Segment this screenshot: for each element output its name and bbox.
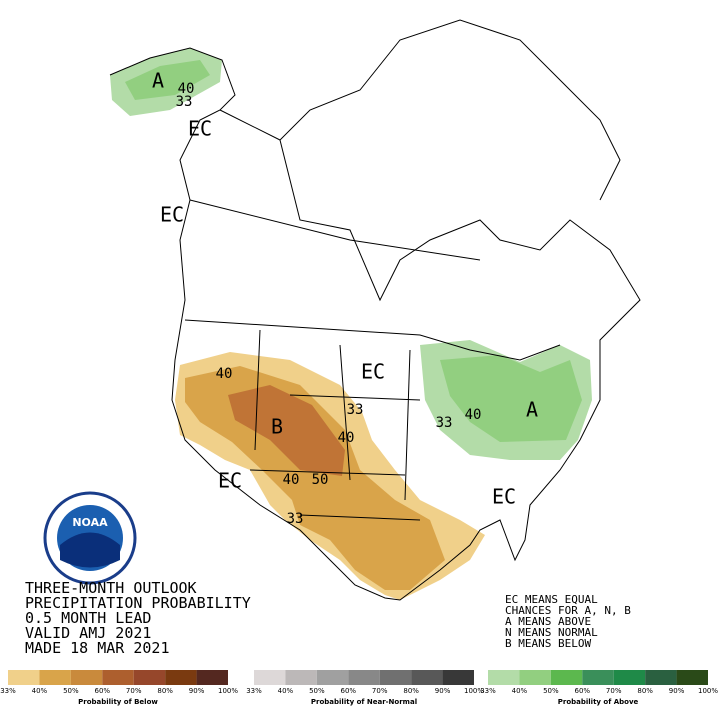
color-swatch: [411, 670, 443, 685]
key-line: N MEANS NORMAL: [505, 626, 598, 639]
map-label: 33: [176, 94, 193, 110]
tick-label: 100%: [698, 687, 718, 695]
color-swatch: [348, 670, 380, 685]
colorbar-label: Probability of Below: [78, 698, 158, 706]
map-label: 40: [216, 366, 233, 382]
shading: [110, 48, 592, 600]
map-label: EC: [218, 469, 242, 493]
color-swatch: [102, 670, 134, 685]
boundaries: [109, 19, 641, 601]
color-swatch: [613, 670, 646, 685]
color-swatch: [442, 670, 474, 685]
above-40-east: [440, 355, 582, 442]
map-label: A: [526, 398, 538, 422]
color-swatch: [582, 670, 614, 685]
color-swatch: [519, 670, 551, 685]
key-line: A MEANS ABOVE: [505, 615, 591, 628]
border: [184, 319, 561, 361]
title-line: 0.5 MONTH LEAD: [25, 609, 151, 627]
color-swatch: [8, 670, 40, 685]
noaa-logo: NOAA: [43, 491, 137, 585]
key-line: CHANCES FOR A, N, B: [505, 604, 631, 617]
key-line: EC MEANS EQUAL: [505, 593, 598, 606]
tick-label: 60%: [575, 687, 591, 695]
title-line: PRECIPITATION PROBABILITY: [25, 594, 251, 612]
color-swatch: [379, 670, 412, 685]
tick-label: 50%: [63, 687, 79, 695]
color-swatch: [645, 670, 677, 685]
tick-label: 90%: [189, 687, 205, 695]
tick-label: 50%: [309, 687, 325, 695]
map-label: EC: [492, 485, 516, 509]
tick-label: 80%: [637, 687, 653, 695]
map-label: 33: [287, 511, 304, 527]
tick-label: 90%: [435, 687, 451, 695]
color-swatch: [676, 670, 708, 685]
color-swatch: [550, 670, 583, 685]
tick-label: 40%: [512, 687, 528, 695]
tick-label: 50%: [543, 687, 559, 695]
title-line: THREE-MONTH OUTLOOK: [25, 579, 197, 597]
tick-label: 70%: [126, 687, 142, 695]
tick-label: 33%: [0, 687, 16, 695]
logo-text: NOAA: [72, 516, 108, 529]
colorbar-label: Probability of Above: [558, 698, 639, 706]
color-swatch: [39, 670, 71, 685]
logo-wave: [60, 532, 120, 568]
map-label: 33: [347, 402, 364, 418]
map-label: 40: [465, 407, 482, 423]
tick-label: 60%: [341, 687, 357, 695]
map-label: EC: [361, 360, 385, 384]
color-swatch: [316, 670, 349, 685]
map-label: EC: [160, 203, 184, 227]
color-swatch: [254, 670, 286, 685]
color-swatch: [488, 670, 520, 685]
map-label: 50: [312, 472, 329, 488]
above-40: [125, 60, 210, 100]
color-swatch: [133, 670, 166, 685]
map-label: 40: [338, 430, 355, 446]
tick-label: 90%: [669, 687, 685, 695]
key-line: B MEANS BELOW: [505, 637, 591, 650]
tick-label: 100%: [464, 687, 484, 695]
map-label: A: [152, 69, 164, 93]
tick-label: 80%: [157, 687, 173, 695]
tick-label: 80%: [403, 687, 419, 695]
border: [189, 109, 481, 521]
map-label: 33: [436, 415, 453, 431]
tick-label: 70%: [606, 687, 622, 695]
color-swatch: [70, 670, 103, 685]
tick-label: 40%: [278, 687, 294, 695]
tick-label: 100%: [218, 687, 238, 695]
tick-label: 33%: [480, 687, 496, 695]
color-swatch: [196, 670, 228, 685]
colorbar-label: Probability of Near-Normal: [311, 698, 417, 706]
map-label: EC: [188, 117, 212, 141]
title-line: VALID AMJ 2021: [25, 624, 151, 642]
map-label: 40: [178, 81, 195, 97]
tick-label: 60%: [95, 687, 111, 695]
color-swatch: [165, 670, 197, 685]
tick-label: 33%: [246, 687, 262, 695]
coastline: [109, 19, 641, 601]
color-swatch: [285, 670, 317, 685]
map-label: B: [271, 415, 283, 439]
tick-label: 40%: [32, 687, 48, 695]
map-label: 40: [283, 472, 300, 488]
tick-label: 70%: [372, 687, 388, 695]
title-line: MADE 18 MAR 2021: [25, 639, 170, 657]
